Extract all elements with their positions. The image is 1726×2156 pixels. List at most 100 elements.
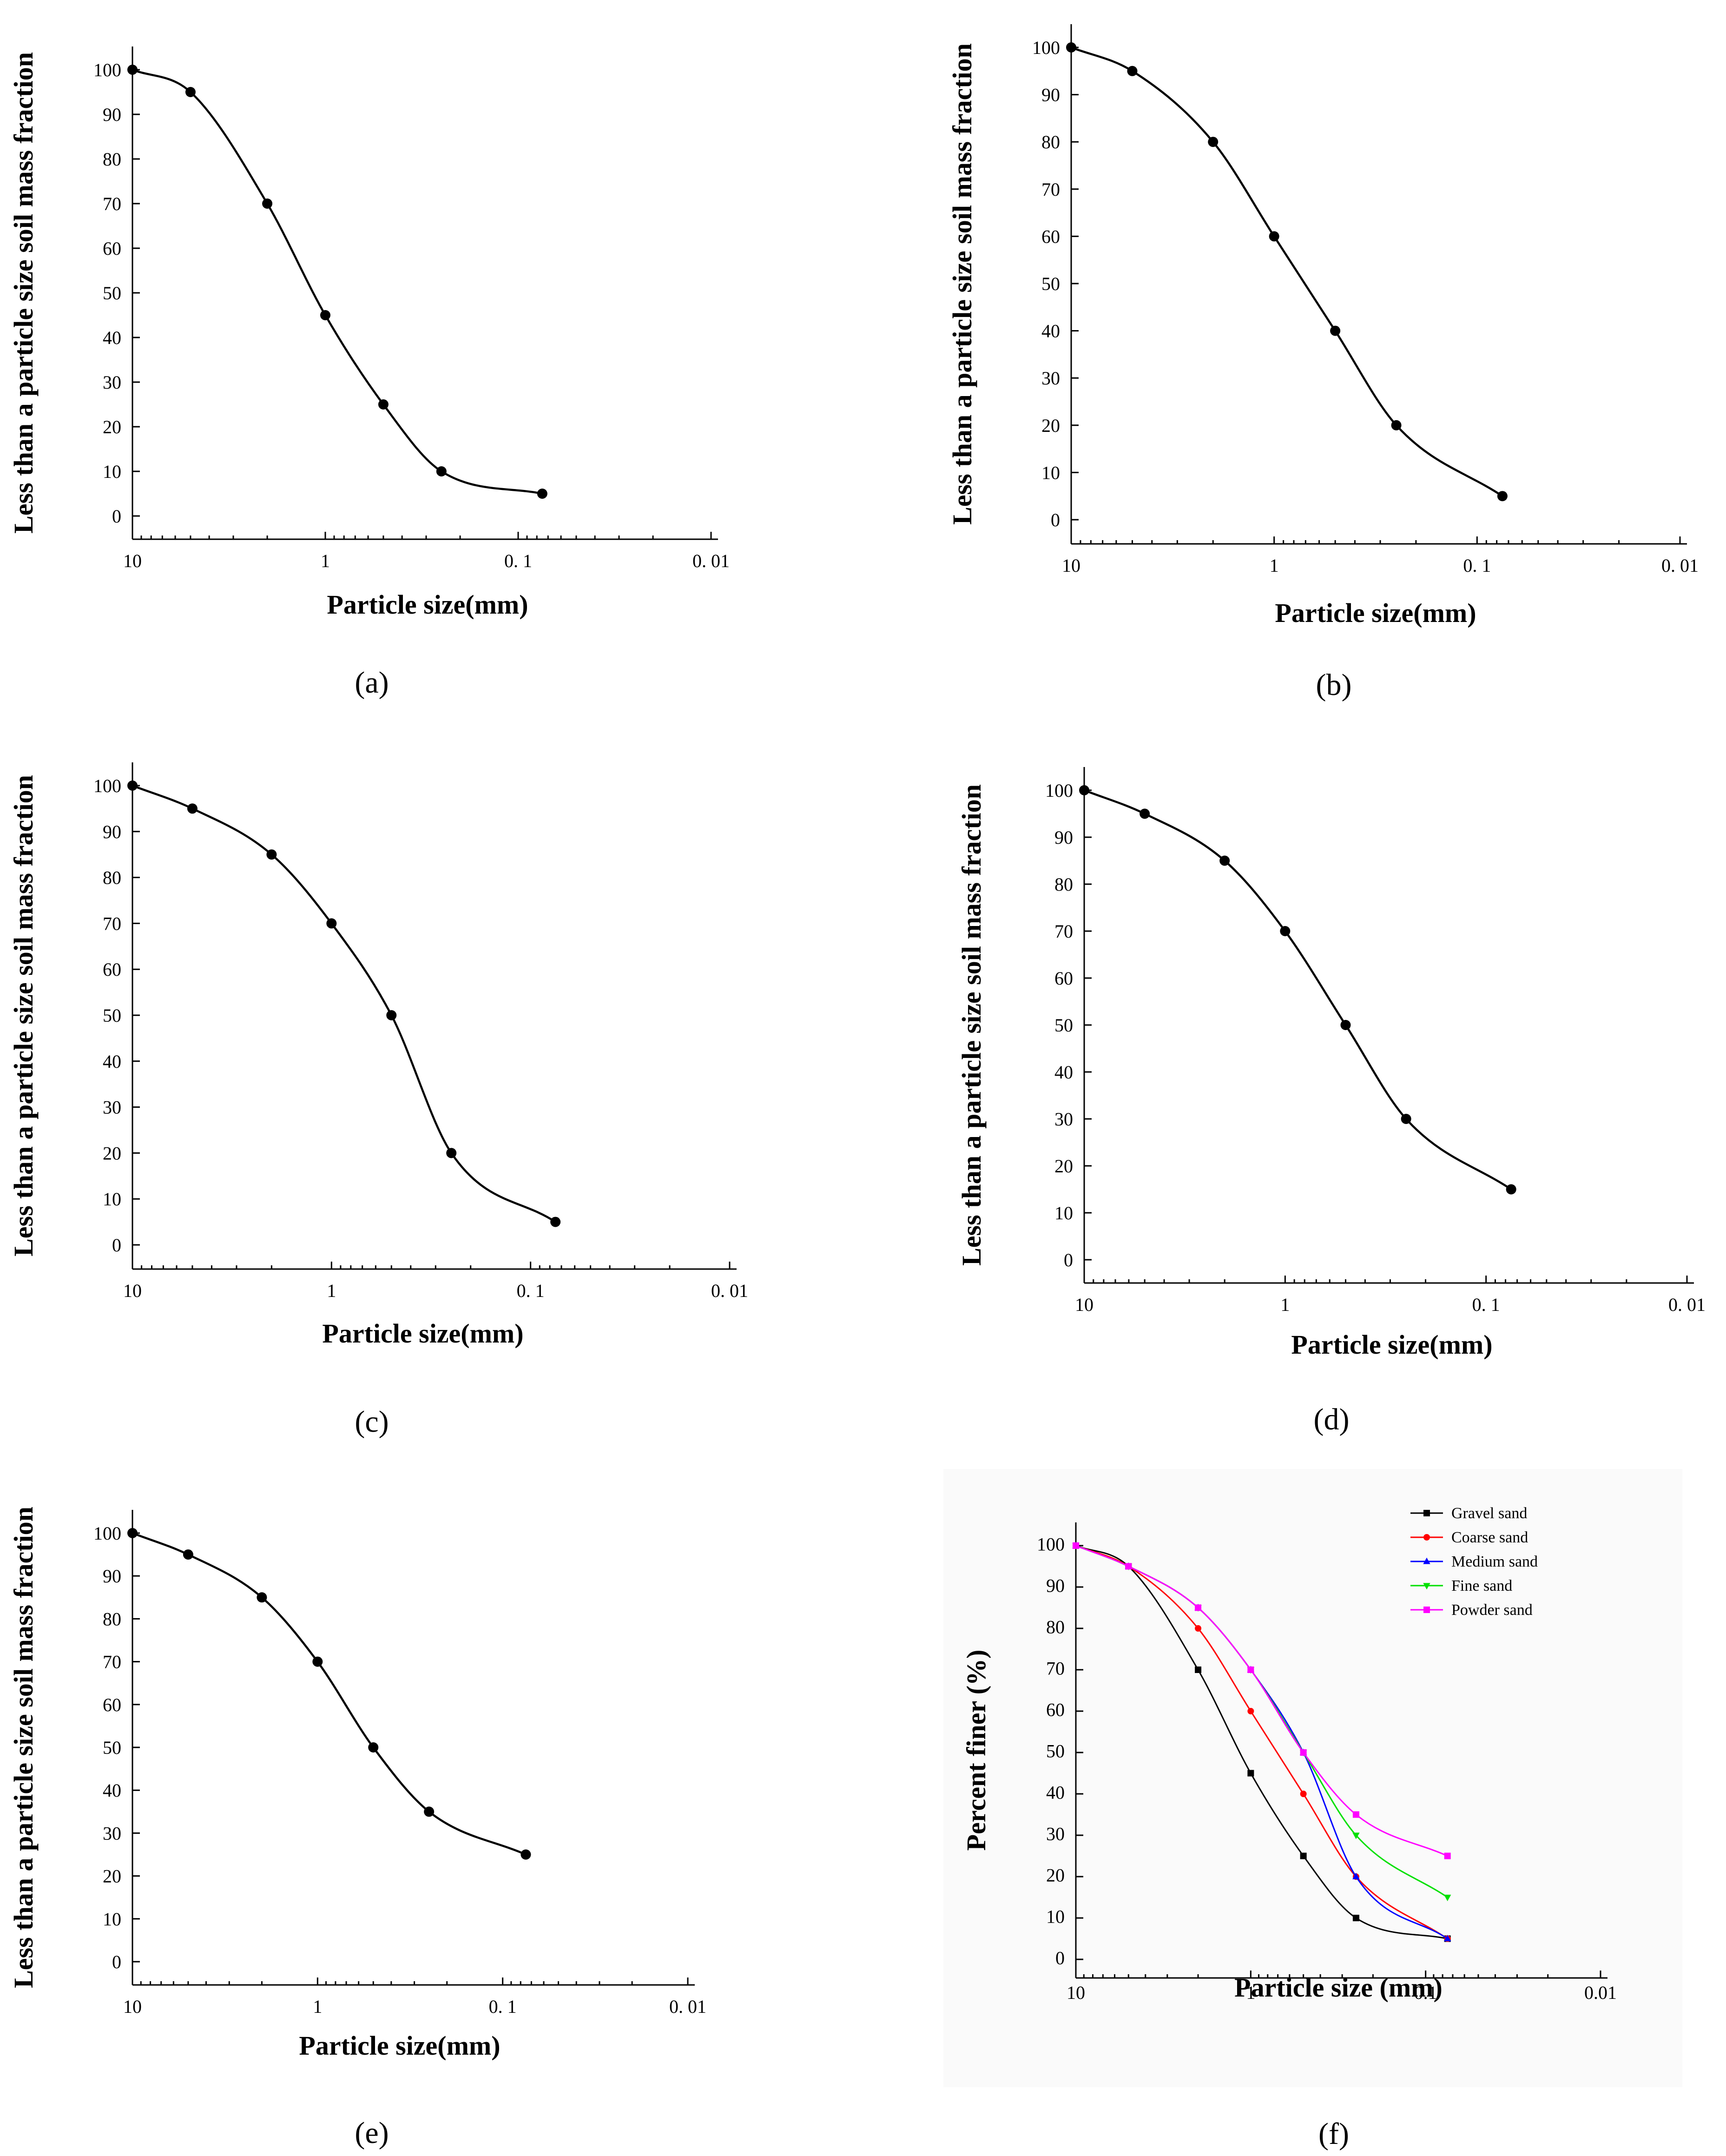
series-line-powder-sand xyxy=(1075,1545,1448,1857)
series-line-medium-sand xyxy=(1075,1545,1448,1939)
data-point xyxy=(446,1148,457,1158)
data-point xyxy=(424,1806,435,1817)
y-tick-label: 30 xyxy=(1054,1109,1073,1130)
series-line-coarse-sand xyxy=(1071,46,1503,497)
y-tick-label: 100 xyxy=(1045,780,1073,801)
y-tick-label: 40 xyxy=(1054,1062,1073,1083)
data-point xyxy=(378,399,389,410)
legend-marker xyxy=(1423,1583,1430,1590)
panel-caption: (a) xyxy=(355,666,389,700)
y-tick-label: 90 xyxy=(103,1566,121,1587)
series-line-powder-sand xyxy=(132,1532,527,1856)
data-point xyxy=(183,1549,193,1560)
y-tick-label: 50 xyxy=(103,283,121,304)
x-tick-label: 0. 01 xyxy=(692,550,730,571)
series-line-fine-sand xyxy=(1075,1545,1448,1898)
y-tick-label: 80 xyxy=(1041,132,1060,152)
y-tick-label: 30 xyxy=(103,372,121,393)
y-tick-label: 10 xyxy=(1054,1203,1073,1223)
panel-caption: (d) xyxy=(1314,1402,1350,1436)
data-point xyxy=(262,198,273,209)
data-point xyxy=(1300,1749,1307,1756)
panel-f-background xyxy=(943,1469,1682,2087)
y-tick-label: 100 xyxy=(1032,37,1060,58)
y-tick-label: 20 xyxy=(103,417,121,437)
y-tick-label: 60 xyxy=(1054,968,1073,989)
chart-d: 0 10 20 30 40 50 60 70 80 90 100 10 1 0. 1 0. 01 Less t… xyxy=(956,767,1706,1436)
y-tick-label: 50 xyxy=(103,1005,121,1026)
series-line-coarse-sand xyxy=(1075,1545,1448,1939)
x-tick-label: 1 xyxy=(327,1280,336,1301)
x-tick-label: 0.01 xyxy=(1584,1982,1617,2003)
y-tick-label: 70 xyxy=(103,193,121,214)
y-tick-label: 10 xyxy=(103,1189,121,1210)
data-point xyxy=(1125,1563,1132,1570)
y-tick-label: 10 xyxy=(103,1909,121,1930)
y-tick-label: 30 xyxy=(103,1823,121,1844)
y-tick-label: 20 xyxy=(103,1866,121,1887)
data-point xyxy=(386,1010,397,1020)
panel-caption: (c) xyxy=(355,1405,389,1439)
x-tick-label: 0. 1 xyxy=(1463,555,1491,576)
data-point xyxy=(1247,1708,1254,1714)
y-tick-label: 0 xyxy=(1064,1250,1073,1270)
y-tick-label: 100 xyxy=(1037,1534,1065,1555)
data-point xyxy=(1140,808,1150,819)
data-point xyxy=(537,489,547,499)
x-tick-label: 10 xyxy=(123,550,142,571)
y-tick-label: 20 xyxy=(103,1143,121,1164)
y-tick-label: 80 xyxy=(103,867,121,888)
data-point xyxy=(1497,491,1508,502)
y-axis-label: Less than a particle size soil mass frac… xyxy=(947,43,977,525)
x-tick-label: 0. 1 xyxy=(489,1996,517,2017)
data-point xyxy=(1195,1604,1202,1611)
x-tick-label: 0. 1 xyxy=(1472,1294,1500,1315)
x-tick-label: 0. 1 xyxy=(504,550,532,571)
y-tick-label: 90 xyxy=(1046,1575,1065,1596)
legend-label: Medium sand xyxy=(1451,1553,1538,1570)
series-line-gravel-sand xyxy=(1075,1545,1448,1939)
x-tick-label: 0. 01 xyxy=(711,1280,748,1301)
y-axis-label: Less than a particle size soil mass frac… xyxy=(8,1507,39,1988)
data-point xyxy=(1127,66,1138,76)
panel-caption: (b) xyxy=(1316,668,1352,702)
x-tick-label: 10 xyxy=(1067,1982,1085,2003)
panel-caption: (e) xyxy=(355,2116,389,2150)
y-tick-label: 30 xyxy=(1046,1824,1065,1845)
data-point xyxy=(1506,1184,1516,1195)
y-tick-label: 50 xyxy=(1054,1015,1073,1036)
y-tick-label: 100 xyxy=(93,60,121,80)
y-axis-label: Less than a particle size soil mass frac… xyxy=(8,775,39,1257)
y-tick-label: 70 xyxy=(1046,1658,1065,1679)
y-tick-label: 90 xyxy=(1041,85,1060,106)
data-point xyxy=(1300,1852,1307,1859)
y-tick-label: 70 xyxy=(103,1652,121,1673)
data-point xyxy=(1352,1811,1359,1818)
data-point xyxy=(1443,1894,1451,1901)
data-point xyxy=(320,310,330,320)
legend-label: Fine sand xyxy=(1451,1577,1512,1594)
x-axis-label: Particle size (mm) xyxy=(1234,1972,1443,2003)
y-tick-label: 10 xyxy=(103,461,121,482)
y-tick-label: 40 xyxy=(1041,321,1060,342)
y-tick-label: 60 xyxy=(103,1694,121,1715)
y-tick-label: 80 xyxy=(103,149,121,170)
data-point xyxy=(1330,325,1341,336)
x-tick-label: 10 xyxy=(1062,555,1080,576)
x-tick-label: 10 xyxy=(123,1996,142,2017)
chart-c: 0 10 20 30 40 50 60 70 80 90 100 10 1 0. 1 0. 01 Less t… xyxy=(8,762,748,1439)
data-point xyxy=(1073,1542,1079,1549)
data-point xyxy=(1300,1791,1307,1797)
data-point xyxy=(1444,1852,1451,1859)
x-tick-label: 0. 01 xyxy=(669,1996,706,2017)
y-tick-label: 20 xyxy=(1054,1156,1073,1177)
data-point xyxy=(1352,1915,1359,1921)
data-point xyxy=(1401,1114,1411,1124)
data-point xyxy=(368,1742,379,1753)
y-tick-label: 0 xyxy=(1051,509,1060,530)
y-tick-label: 50 xyxy=(1046,1741,1065,1762)
x-tick-label: 1 xyxy=(321,550,330,571)
legend-marker xyxy=(1423,1510,1430,1516)
x-tick-label: 0. 01 xyxy=(1661,555,1699,576)
data-point xyxy=(1352,1832,1360,1839)
